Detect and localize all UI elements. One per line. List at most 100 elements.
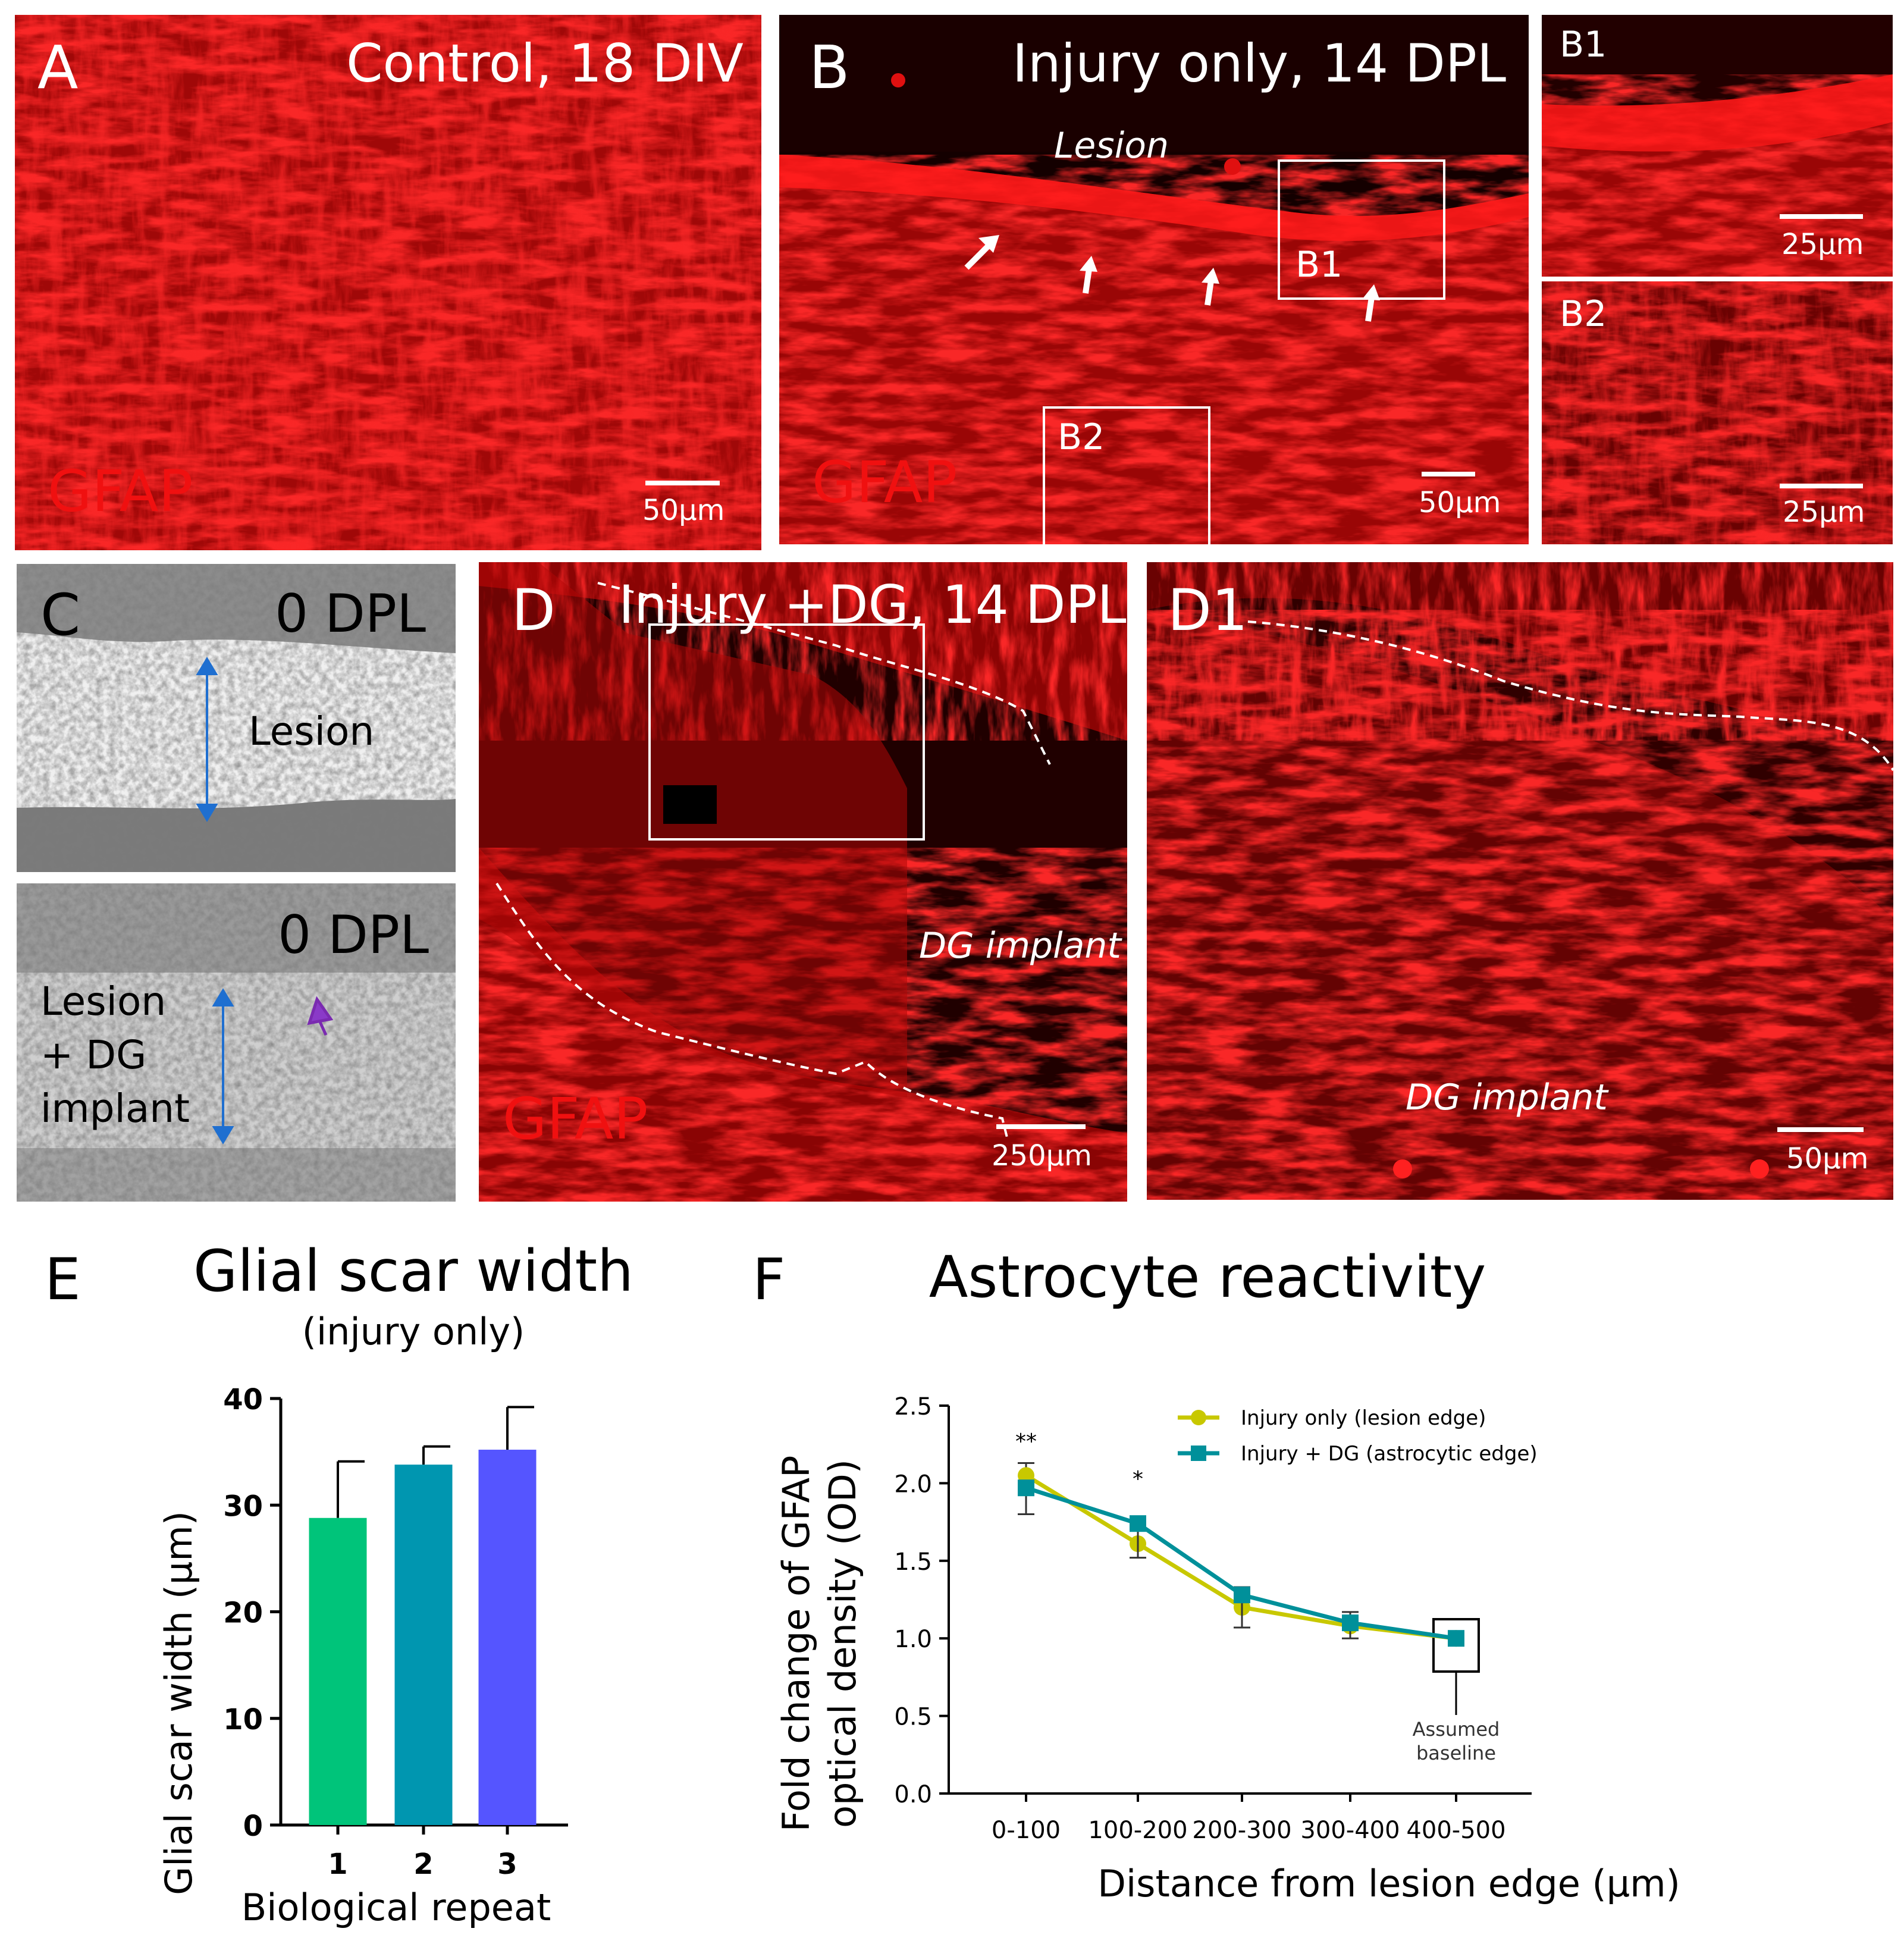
chart-e-bar [394,1465,453,1825]
panel-a-scale-bar [645,481,720,485]
chart-e-x-tick-label: 1 [328,1848,347,1881]
panel-f-letter: F [752,1246,786,1313]
panel-a-stain-label: GFAP [48,458,193,525]
panel-b2-image [1542,281,1893,544]
chart-f-legend-marker-2 [1191,1446,1206,1461]
chart-f-annotation-line2: baseline [1416,1742,1496,1764]
panel-d-title: Injury +DG, 14 DPL [619,574,1127,635]
chart-f-annotation-line1: Assumed [1413,1718,1500,1741]
panel-d-implant-label: DG implant [919,925,1121,967]
chart-f-point-injury-dg [1342,1614,1359,1632]
panel-c-bottom-lesion-line2: + DG [40,1032,147,1078]
chart-f-y-tick-label: 1.5 [894,1548,932,1576]
chart-e-bar [309,1517,367,1825]
panel-d1-implant-label: DG implant [1406,1077,1608,1118]
panel-a-letter: A [37,33,79,102]
chart-e-xlabel: Biological repeat [241,1886,551,1929]
chart-e-y-tick-label: 40 [223,1383,263,1416]
chart-f-y-tick-label: 1.0 [894,1626,932,1653]
chart-e-bar [478,1450,537,1825]
chart-f-ylabel-line1: Fold change of GFAP [774,1456,818,1832]
chart-f-legend-1: Injury only (lesion edge) [1241,1406,1486,1430]
chart-f-y-tick-label: 0.0 [894,1781,932,1808]
panel-a-title: Control, 18 DIV [346,33,744,94]
chart-f-legend-2: Injury + DG (astrocytic edge) [1241,1442,1538,1466]
chart-f-y-tick-label: 2.5 [894,1393,932,1421]
panel-d1: D1 DG implant 50µm [1147,562,1893,1200]
chart-f-y-tick-label: 2.0 [894,1470,932,1498]
panel-c-top: C 0 DPL Lesion [17,564,456,872]
panel-b2: B2 25µm [1542,281,1893,544]
panel-d-gfap-image [479,562,1127,1202]
chart-e-y-tick-label: 30 [223,1490,263,1523]
panel-b2-scale-bar [1780,484,1863,488]
chart-e-y-tick-label: 20 [223,1597,263,1630]
chart-f-ylabel-line2: optical density (OD) [821,1459,864,1828]
chart-f-x-tick-label: 100-200 [1088,1817,1187,1844]
chart-f-y-tick-label: 0.5 [894,1704,932,1731]
panel-c-top-dpl: 0 DPL [275,583,426,644]
chart-e-ylabel: Glial scar width (µm) [157,1511,200,1895]
panel-a: A Control, 18 DIV GFAP 50µm [15,15,761,550]
chart-e-y-tick-label: 0 [243,1810,263,1843]
panel-c-bottom-lesion-line3: implant [40,1086,190,1131]
chart-f-significance-marker: * [1133,1467,1143,1491]
chart-e-title: Glial scar width [193,1238,633,1305]
panel-b1-letter: B1 [1560,24,1607,65]
chart-f-x-tick-label: 0-100 [992,1817,1061,1844]
panel-b1-image [1542,15,1893,277]
panel-d: D Injury +DG, 14 DPL DG implant GFAP 250… [479,562,1127,1202]
panel-c-bottom: 0 DPL Lesion + DG implant [17,883,456,1202]
panel-b1-scale-label: 25µm [1781,228,1864,261]
chart-f-significance-marker: ** [1015,1429,1037,1454]
panel-b-lesion-label: Lesion [1054,125,1169,167]
panel-b-gfap-image [779,15,1529,544]
astrocyte-reactivity-chart: Astrocyte reactivity Fold change of GFAP… [774,1244,1680,1905]
panel-c-bottom-dpl: 0 DPL [278,904,429,965]
panel-d-stain-label: GFAP [503,1086,648,1152]
chart-e-x-tick-label: 3 [497,1848,517,1881]
panel-b-scale-label: 50µm [1419,486,1501,519]
chart-f-title: Astrocyte reactivity [929,1244,1486,1310]
panel-c-top-image [17,564,456,872]
panel-c-bottom-lesion-line1: Lesion [40,979,167,1024]
panel-b-scale-bar [1422,472,1475,476]
panel-c-top-lesion: Lesion [249,708,375,754]
chart-f-point-injury-dg [1234,1586,1250,1604]
panel-b-arrows [964,235,1380,322]
chart-f-xlabel: Distance from lesion edge (µm) [1097,1862,1680,1905]
panel-d1-image [1147,562,1893,1200]
chart-f-legend-marker-1 [1191,1410,1206,1425]
panel-b-stain-label: GFAP [812,449,958,516]
panel-b-b1-box-label: B1 [1296,244,1343,286]
panel-b2-letter: B2 [1560,293,1607,335]
panel-a-gfap-image [15,15,761,550]
panel-e-letter: E [45,1246,81,1313]
chart-f-x-tick-label: 200-300 [1192,1817,1291,1844]
panel-b2-scale-label: 25µm [1783,496,1865,529]
glial-scar-width-chart: Glial scar width (injury only) Glial sca… [157,1238,633,1929]
chart-f-point-injury-dg [1130,1515,1146,1532]
panel-c-bottom-image [17,883,456,1202]
panel-d-scale-label: 250µm [992,1139,1092,1172]
chart-f-x-tick-label: 400-500 [1406,1817,1505,1844]
panel-b: B Injury only, 14 DPL Lesion B1 B2 GFAP … [779,15,1529,544]
panel-d1-letter: D1 [1168,577,1248,644]
panel-a-scale-label: 50µm [642,494,725,527]
panel-d-d1-inset-box [648,623,925,841]
panel-d-scale-bar [996,1124,1086,1129]
panel-d-letter: D [512,577,556,644]
panel-b-b2-box-label: B2 [1058,416,1105,458]
panel-b-b2-inset-box [1043,406,1210,544]
chart-e-x-tick-label: 2 [413,1848,433,1881]
panel-d1-scale-label: 50µm [1786,1142,1869,1175]
chart-e-subtitle: (injury only) [302,1310,525,1353]
panel-b-title: Injury only, 14 DPL [1012,33,1506,94]
chart-f-point-injury-dg [1018,1479,1034,1497]
chart-e-y-tick-label: 10 [223,1703,263,1736]
panel-b-letter: B [809,33,850,102]
panel-b1-scale-bar [1780,214,1863,219]
chart-f-x-tick-label: 300-400 [1300,1817,1400,1844]
chart-f-point-injury-dg [1448,1630,1464,1647]
panel-c-letter: C [40,582,81,648]
